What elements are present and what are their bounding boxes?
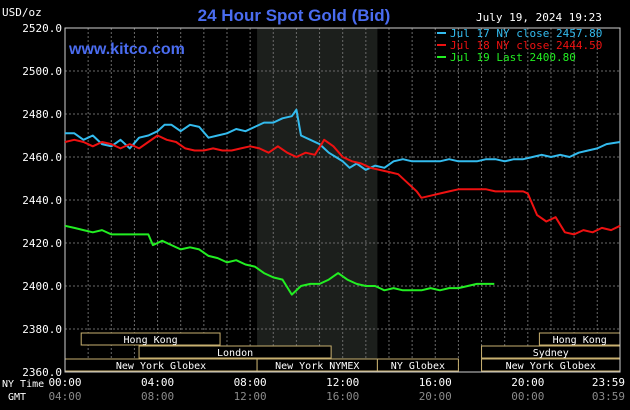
x-tick-label-ny: 12:00 <box>326 376 359 389</box>
session-label: New York Globex <box>116 361 206 372</box>
x-tick-label-gmt: 04:00 <box>48 390 81 403</box>
x-row-label-ny: NY Time <box>2 379 44 390</box>
x-tick-labels: 00:0004:0004:0008:0008:0012:0012:0016:00… <box>48 376 625 403</box>
session-box <box>80 332 221 346</box>
session-label: New York NYMEX <box>275 361 359 372</box>
grid <box>65 27 620 373</box>
series-lines <box>64 108 621 296</box>
timestamp: July 19, 2024 19:23 <box>476 11 602 24</box>
series-line-2 <box>64 134 621 236</box>
y-tick-label: 2520.0 <box>22 22 62 35</box>
x-tick-label-gmt: 20:00 <box>419 390 452 403</box>
y-tick-labels: 2520.0 2500.0 2480.0 2460.0 2440.0 2420.0 2400… <box>22 22 62 379</box>
session-label: Hong Kong <box>124 335 178 346</box>
y-tick-label: 2380.0 <box>22 323 62 336</box>
x-tick-label-ny: 04:00 <box>141 376 174 389</box>
market-sessions: Hong Kong Hong Kong London Sydney New York G… <box>64 332 621 372</box>
session-label: NY Globex <box>391 361 445 372</box>
x-tick-label-gmt: 08:00 <box>141 390 174 403</box>
session-label: London <box>217 348 253 359</box>
x-tick-label-ny: 20:00 <box>511 376 544 389</box>
session-label: Sydney <box>533 348 569 359</box>
chart-title: 24 Hour Spot Gold (Bid) <box>198 6 391 25</box>
x-tick-label-ny: 08:00 <box>234 376 267 389</box>
x-tick-label-ny: 23:59 <box>592 376 625 389</box>
session-label: New York Globex <box>506 361 596 372</box>
x-tick-label-gmt: 12:00 <box>234 390 267 403</box>
legend-entry: Jul 19 Last 2400.80 <box>450 51 576 64</box>
y-tick-label: 2500.0 <box>22 65 62 78</box>
x-row-label-gmt: GMT <box>8 392 26 403</box>
y-tick-label: 2420.0 <box>22 237 62 250</box>
x-tick-label-ny: 16:00 <box>419 376 452 389</box>
legend-entry: Jul 18 NY close 2444.50 <box>450 39 602 52</box>
source-watermark: www.kitco.com <box>68 41 185 58</box>
y-tick-label: 2360.0 <box>22 366 62 379</box>
series-line-3 <box>64 224 495 296</box>
x-tick-label-gmt: 00:00 <box>511 390 544 403</box>
session-label: Hong Kong <box>553 335 607 346</box>
y-tick-label: 2460.0 <box>22 151 62 164</box>
x-tick-label-ny: 00:00 <box>48 376 81 389</box>
plot-frame <box>64 27 621 373</box>
series-line-1 <box>65 108 621 171</box>
y-tick-label: 2480.0 <box>22 108 62 121</box>
x-tick-label-gmt: 03:59 <box>592 390 625 403</box>
y-axis-label: USD/oz <box>2 6 42 19</box>
session-box <box>376 358 459 372</box>
legend-entry: Jul 17 NY close 2457.80 <box>450 27 602 40</box>
session-box <box>138 345 332 359</box>
y-tick-label: 2400.0 <box>22 280 62 293</box>
y-tick-label: 2440.0 <box>22 194 62 207</box>
x-tick-label-gmt: 16:00 <box>326 390 359 403</box>
